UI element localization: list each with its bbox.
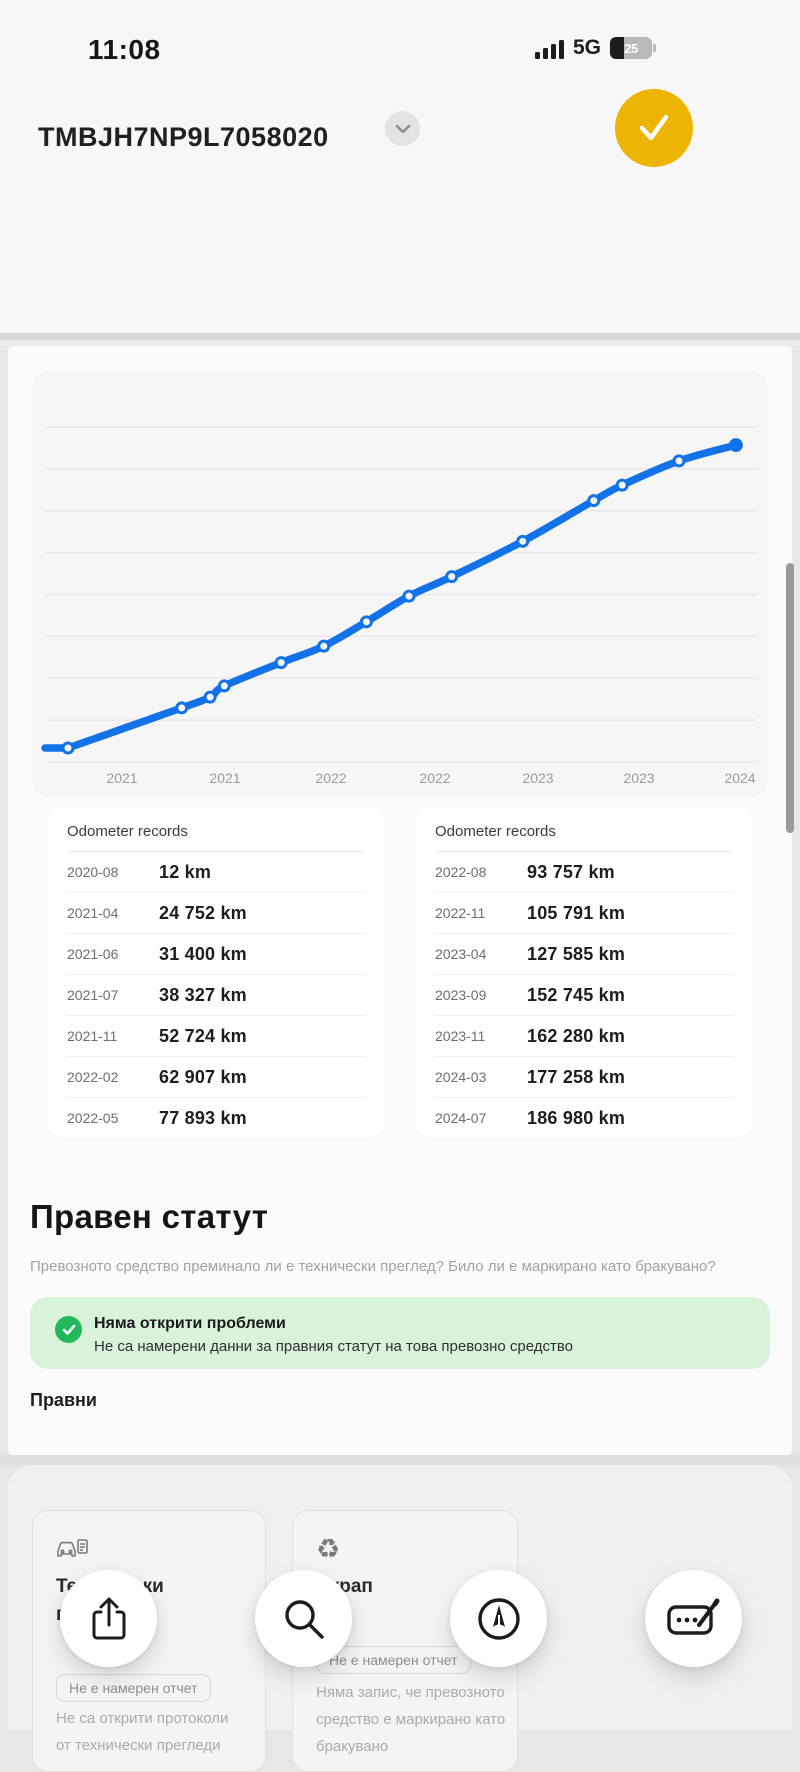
record-date: 2024-03	[435, 1069, 487, 1085]
x-tick-label: 2021	[209, 770, 241, 786]
vin-dropdown-button[interactable]	[385, 111, 420, 146]
table-row: 2024-07 186 980 km	[435, 1098, 733, 1138]
table-row: 2023-11 162 280 km	[435, 1016, 733, 1057]
table-row: 2021-06 31 400 km	[67, 934, 365, 975]
status-time: 11:08	[88, 34, 161, 65]
status-icons: 5G 25	[534, 36, 656, 60]
table-row: 2023-09 152 745 km	[435, 975, 733, 1016]
record-value: 52 724 km	[159, 1025, 247, 1046]
x-tick-label: 2024	[724, 770, 756, 786]
legal-subsection-label: Правни	[30, 1390, 97, 1410]
record-date: 2021-04	[67, 905, 119, 921]
table-row: 2022-11 105 791 km	[435, 893, 733, 934]
alert-title: Няма открити проблеми	[94, 1315, 286, 1332]
x-tick-label: 2023	[623, 770, 655, 786]
car-inspection-icon	[56, 1536, 90, 1567]
record-date: 2021-07	[67, 987, 119, 1003]
share-icon	[92, 1597, 125, 1639]
record-date: 2023-11	[435, 1028, 486, 1044]
record-date: 2023-09	[435, 987, 487, 1003]
record-date: 2020-08	[67, 864, 119, 880]
table-title: Odometer records	[435, 807, 733, 852]
check-icon	[639, 114, 669, 141]
odometer-table-right: Odometer records 2022-08 93 757 km 2022-1…	[415, 807, 753, 1138]
x-tick-label: 2023	[522, 770, 554, 786]
table-row: 2021-07 38 327 km	[67, 975, 365, 1016]
battery-percent: 25	[624, 40, 638, 56]
battery-icon: 25	[610, 37, 656, 59]
x-tick-label: 2022	[419, 770, 451, 786]
record-date: 2022-08	[435, 864, 487, 880]
odometer-table-left: Odometer records 2020-08 12 km 2021-04 24 …	[47, 807, 385, 1138]
record-date: 2022-02	[67, 1069, 119, 1085]
success-check-icon	[55, 1316, 82, 1343]
record-value: 127 585 km	[527, 943, 626, 964]
record-value: 62 907 km	[159, 1066, 247, 1087]
record-value: 38 327 km	[159, 984, 247, 1005]
card-text: Не са открити протоколи от технически пр…	[56, 1710, 229, 1754]
alert-text: Не са намерени данни за правния статут н…	[94, 1338, 573, 1355]
record-value: 93 757 km	[527, 861, 615, 882]
chevron-down-icon	[395, 124, 410, 133]
x-tick-label: 2021	[106, 770, 138, 786]
table-row: 2022-08 93 757 km	[435, 852, 733, 893]
table-row: 2022-02 62 907 km	[67, 1057, 365, 1098]
section-divider	[0, 1455, 800, 1465]
legal-status-title: Правен статут	[30, 1198, 269, 1235]
record-value: 31 400 km	[159, 943, 247, 964]
compass-icon	[477, 1597, 520, 1640]
x-tick-label: 2022	[315, 770, 347, 786]
card-text: Няма запис, че превозното средство е мар…	[316, 1684, 506, 1755]
share-button[interactable]	[60, 1570, 157, 1667]
compose-button[interactable]	[645, 1570, 742, 1667]
table-row: 2022-05 77 893 km	[67, 1098, 365, 1138]
odometer-chart-card	[33, 370, 767, 798]
record-value: 77 893 km	[159, 1107, 247, 1128]
record-date: 2021-06	[67, 946, 119, 962]
record-value: 186 980 km	[527, 1107, 626, 1128]
legal-status-subtitle: Превозното средство преминало ли е техни…	[30, 1258, 716, 1275]
no-report-chip: Не е намерен отчет	[56, 1674, 211, 1702]
record-date: 2023-04	[435, 946, 487, 962]
record-value: 24 752 km	[159, 902, 247, 923]
page-scrollbar[interactable]	[786, 563, 794, 833]
compose-icon	[666, 1598, 719, 1635]
section-divider	[0, 333, 800, 340]
record-date: 2024-07	[435, 1110, 487, 1126]
recycle-icon: ♻	[316, 1534, 341, 1565]
table-row: 2020-08 12 km	[67, 852, 365, 893]
header-section: 11:08 5G 25 TMBJH7NP9L7058020	[0, 0, 800, 333]
confirm-button[interactable]	[615, 89, 693, 167]
vin-title: TMBJH7NP9L7058020	[38, 122, 329, 152]
compass-button[interactable]	[450, 1570, 547, 1667]
record-value: 162 280 km	[527, 1025, 626, 1046]
record-value: 177 258 km	[527, 1066, 626, 1087]
table-title: Odometer records	[67, 807, 365, 852]
table-row: 2023-04 127 585 km	[435, 934, 733, 975]
legal-status-alert: Няма открити проблеми Не са намерени дан…	[30, 1297, 770, 1369]
section-divider-shadow	[0, 340, 800, 346]
network-type-label: 5G	[572, 36, 601, 59]
table-row: 2024-03 177 258 km	[435, 1057, 733, 1098]
odometer-line-chart	[41, 426, 757, 763]
table-row: 2021-11 52 724 km	[67, 1016, 365, 1057]
record-value: 12 km	[159, 861, 212, 882]
record-date: 2022-11	[435, 905, 486, 921]
search-icon	[284, 1599, 324, 1639]
record-value: 152 745 km	[527, 984, 626, 1005]
record-date: 2021-11	[67, 1028, 118, 1044]
table-row: 2021-04 24 752 km	[67, 893, 365, 934]
search-button[interactable]	[255, 1570, 352, 1667]
signal-strength-icon	[534, 37, 564, 59]
record-date: 2022-05	[67, 1110, 119, 1126]
record-value: 105 791 km	[527, 902, 626, 923]
